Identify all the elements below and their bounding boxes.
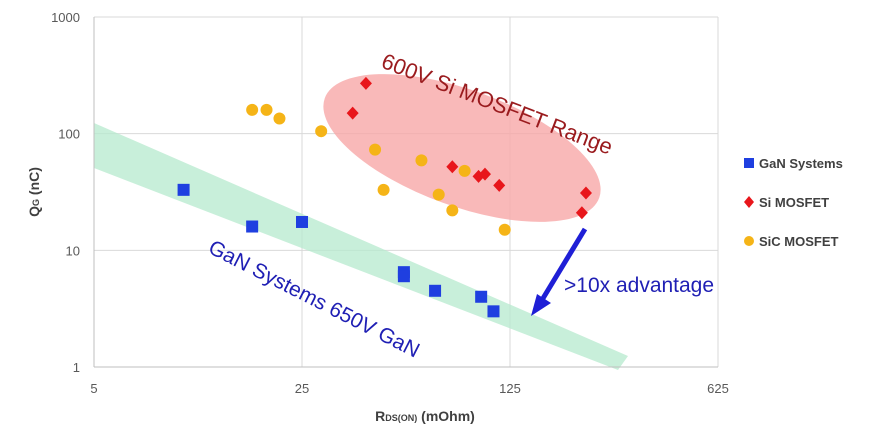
si-mosfet-point [579, 186, 592, 200]
si-mosfet-point [359, 76, 372, 90]
sic-mosfet-point [377, 183, 390, 196]
legend-label-si: Si MOSFET [759, 195, 829, 210]
sic-mosfet-point [246, 103, 259, 116]
y-tick-label: 10 [66, 243, 80, 258]
sic-mosfet-point [458, 164, 471, 177]
x-tick-label: 125 [499, 381, 521, 396]
advantage-arrow [531, 227, 588, 316]
y-tick-label: 100 [58, 127, 80, 142]
x-tick-labels: 5 25 125 625 [90, 381, 728, 396]
y-axis-title: QG (nC) [26, 167, 42, 217]
sic-mosfet-point [315, 125, 328, 138]
sic-mosfet-point [415, 154, 428, 167]
gan-systems-point [177, 183, 190, 196]
x-tick-label: 25 [295, 381, 309, 396]
sic-mosfet-point [260, 103, 273, 116]
advantage-label: >10x advantage [564, 274, 714, 297]
si-mosfet-point [478, 167, 491, 181]
watermark-text: 知乎 @飞龙 [738, 383, 850, 407]
gan-systems-point [429, 284, 442, 297]
sic-mosfet-point [446, 204, 459, 217]
si-mosfet-point [575, 206, 588, 220]
gan-systems-point [475, 290, 488, 303]
legend-label-sic: SiC MOSFET [759, 234, 839, 249]
legend-marker-si [744, 196, 754, 208]
legend-marker-gan [744, 158, 754, 168]
sic-mosfet-point [498, 223, 511, 236]
sic-mosfet-point [273, 112, 286, 125]
sic-mosfet-point [369, 143, 382, 156]
y-tick-label: 1 [73, 360, 80, 375]
legend-label-gan: GaN Systems [759, 156, 843, 171]
gan-systems-point [487, 305, 500, 318]
data-points [177, 76, 592, 318]
x-tick-label: 5 [90, 381, 97, 396]
gan-systems-point [246, 220, 259, 233]
gan-systems-point [397, 270, 410, 283]
si-mosfet-point [446, 160, 459, 174]
legend-marker-sic [744, 236, 754, 246]
si-mosfet-point [346, 106, 359, 120]
x-tick-label: 625 [707, 381, 729, 396]
x-axis-title: RDS(ON) (mOhm) [375, 408, 475, 424]
si-mosfet-point [493, 178, 506, 192]
sic-mosfet-point [432, 188, 445, 201]
gan-systems-point [296, 215, 308, 228]
y-tick-labels: 1 10 100 1000 [51, 10, 80, 375]
si-mosfet-range-ellipse [323, 74, 601, 222]
legend: GaN Systems Si MOSFET SiC MOSFET [744, 156, 843, 249]
y-tick-label: 1000 [51, 10, 80, 25]
